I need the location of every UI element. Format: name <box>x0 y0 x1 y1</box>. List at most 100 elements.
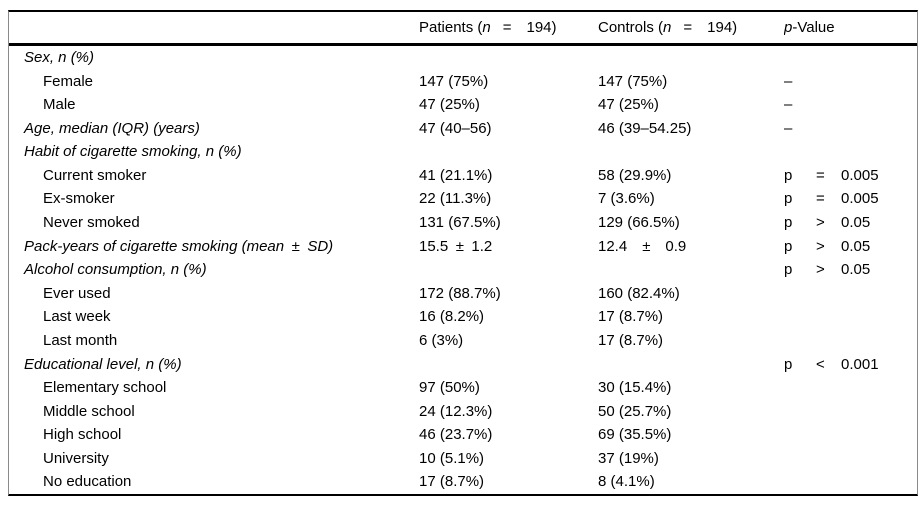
row-label: Habit of cigarette smoking, n (%) <box>24 143 242 161</box>
p-value-cell: p >0.05 <box>784 235 917 259</box>
p-number: 0.001 <box>841 355 879 373</box>
p-value-cell <box>784 423 917 447</box>
header-patients-count: 194) <box>526 19 557 36</box>
header-controls: Controls (n = 194) <box>598 19 784 36</box>
controls-value: 69 (35.5%) <box>598 426 672 444</box>
table-row: Ever used 172 (88.7%) 160 (82.4%) <box>9 282 917 306</box>
p-value-cell: – <box>784 93 917 117</box>
controls-value: 160 (82.4%) <box>598 284 680 302</box>
p-operator: = <box>816 190 825 208</box>
table-row: Alcohol consumption, n (%) p >0.05 <box>9 258 917 282</box>
p-value-cell: p <0.001 <box>784 353 917 377</box>
header-pvalue: p-Value <box>784 19 917 36</box>
row-label: Female <box>43 72 94 90</box>
controls-value: 47 (25%) <box>598 96 659 114</box>
controls-value: 147 (75%) <box>598 72 668 90</box>
demographics-table: Patients (n = 194) Controls (n = 194) p-Valu… <box>8 10 918 496</box>
header-controls-n: n <box>663 19 672 36</box>
p-value-cell <box>784 376 917 400</box>
p-value-cell: p >0.05 <box>784 258 917 282</box>
row-label: Ex-smoker <box>43 190 115 208</box>
table-body: Sex, n (%) Female 147 (75%) 147 (75%) – … <box>9 46 917 494</box>
p-value-cell <box>784 140 917 164</box>
table-row: Never smoked 131 (67.5%) 129 (66.5%) p >0… <box>9 211 917 235</box>
patients-value: 41 (21.1%) <box>419 166 493 184</box>
table-row: Pack-years of cigarette smoking (mean ± … <box>9 235 917 259</box>
controls-value: 7 (3.6%) <box>598 190 655 208</box>
row-label: Elementary school <box>43 379 167 397</box>
p-symbol: p <box>784 261 793 279</box>
patients-value: 22 (11.3%) <box>419 190 492 208</box>
p-value-cell <box>784 400 917 424</box>
p-value-cell <box>784 447 917 471</box>
patients-value: 6 (3%) <box>419 331 464 349</box>
p-operator: > <box>816 237 825 255</box>
patients-value: 47 (25%) <box>419 96 480 114</box>
p-value-cell: p = 0.005 <box>784 164 917 188</box>
p-value-cell: – <box>784 117 917 141</box>
p-symbol: p <box>784 214 793 232</box>
p-number: 0.005 <box>841 190 879 208</box>
patients-value: 47 (40–56) <box>419 119 492 137</box>
patients-value: 17 (8.7%) <box>419 473 485 491</box>
header-patients-prefix: Patients ( <box>419 19 483 36</box>
controls-value: 129 (66.5%) <box>598 214 680 232</box>
table-row: Female 147 (75%) 147 (75%) – <box>9 70 917 94</box>
table-row: University 10 (5.1%) 37 (19%) <box>9 447 917 471</box>
patients-value: 15.5 ± 1.2 <box>419 237 493 255</box>
p-symbol: p <box>784 190 793 208</box>
controls-value: 46 (39–54.25) <box>598 119 692 137</box>
table-row: Habit of cigarette smoking, n (%) <box>9 140 917 164</box>
p-value-cell: p >0.05 <box>784 211 917 235</box>
table-row: Age, median (IQR) (years) 47 (40–56) 46 … <box>9 117 917 141</box>
controls-value: 30 (15.4%) <box>598 379 672 397</box>
table-row: Ex-smoker 22 (11.3%) 7 (3.6%) p = 0.005 <box>9 187 917 211</box>
row-label: Current smoker <box>43 166 147 184</box>
row-label: University <box>43 449 109 467</box>
patients-value: 16 (8.2%) <box>419 308 485 326</box>
table-row: Sex, n (%) <box>9 46 917 70</box>
p-value-cell <box>784 282 917 306</box>
table-row: Last week 16 (8.2%) 17 (8.7%) <box>9 305 917 329</box>
row-label: Alcohol consumption, n (%) <box>24 261 207 279</box>
p-symbol: p <box>784 355 793 373</box>
p-value-cell <box>784 46 917 70</box>
row-label: Never smoked <box>43 214 140 232</box>
header-pvalue-p: p <box>784 19 793 36</box>
patients-value: 97 (50%) <box>419 379 480 397</box>
p-number: 0.05 <box>841 237 871 255</box>
controls-value: 58 (29.9%) <box>598 166 672 184</box>
row-label: No education <box>43 473 132 491</box>
row-label: Middle school <box>43 402 135 420</box>
row-label: Ever used <box>43 284 111 302</box>
controls-value: 17 (8.7%) <box>598 308 664 326</box>
patients-value: 46 (23.7%) <box>419 426 493 444</box>
row-label: Age, median (IQR) (years) <box>24 119 200 137</box>
table-row: Elementary school 97 (50%) 30 (15.4%) <box>9 376 917 400</box>
p-symbol: – <box>784 72 793 90</box>
row-label: Pack-years of cigarette smoking (mean ± … <box>24 237 334 255</box>
patients-value: 172 (88.7%) <box>419 284 501 302</box>
row-label: Last month <box>43 331 118 349</box>
patients-value: 10 (5.1%) <box>419 449 485 467</box>
row-label: Sex, n (%) <box>24 49 95 66</box>
header-pvalue-suffix: -Value <box>792 19 835 36</box>
p-symbol: p <box>784 237 793 255</box>
header-controls-count: 194) <box>707 19 738 36</box>
row-label: Last week <box>43 308 111 326</box>
p-value-cell: – <box>784 70 917 94</box>
table-row: No education 17 (8.7%) 8 (4.1%) <box>9 470 917 494</box>
p-symbol: – <box>784 96 793 114</box>
p-value-cell <box>784 470 917 494</box>
p-value-cell <box>784 329 917 353</box>
controls-value: 8 (4.1%) <box>598 473 655 491</box>
p-value-cell <box>784 305 917 329</box>
controls-value: 12.4 ± 0.9 <box>598 237 687 255</box>
header-controls-prefix: Controls ( <box>598 19 664 36</box>
header-patients-equals: = <box>502 19 512 36</box>
controls-value: 17 (8.7%) <box>598 331 664 349</box>
p-number: 0.005 <box>841 166 879 184</box>
table-row: Male 47 (25%) 47 (25%) – <box>9 93 917 117</box>
row-label: Educational level, n (%) <box>24 355 182 373</box>
p-operator: = <box>816 166 825 184</box>
